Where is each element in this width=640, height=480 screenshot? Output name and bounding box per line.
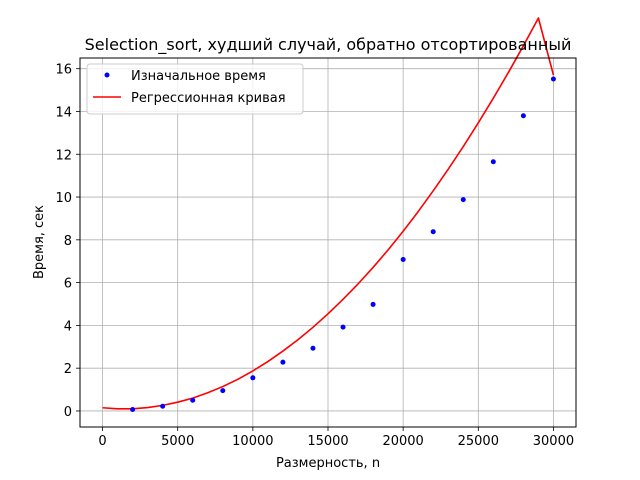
data-point — [310, 345, 316, 351]
y-tick-label: 12 — [55, 148, 72, 163]
data-point — [550, 76, 556, 82]
y-tick-label: 4 — [64, 319, 72, 334]
data-point — [400, 257, 406, 263]
legend-label-line: Регрессионная кривая — [131, 91, 286, 106]
legend-box — [86, 63, 304, 115]
data-point — [220, 388, 226, 394]
plot-series — [102, 17, 556, 412]
axis-ticks: 0 5000 10000 15000 20000 25000 30000 0 2 4 6 8 10 12 1… — [55, 63, 574, 449]
data-point — [160, 403, 166, 409]
y-tick-label: 2 — [64, 362, 72, 377]
x-tick-label: 30000 — [533, 434, 574, 449]
x-tick-label: 0 — [98, 434, 106, 449]
data-point — [490, 159, 496, 165]
data-point — [250, 375, 256, 381]
y-tick-label: 6 — [64, 277, 72, 292]
x-axis-label: Размерность, n — [276, 456, 380, 471]
legend-label-points: Изначальное время — [131, 69, 266, 84]
chart-title: Selection_sort, худший случай, обратно о… — [85, 35, 572, 55]
x-tick-label: 25000 — [458, 434, 499, 449]
data-point — [430, 229, 436, 235]
y-tick-label: 8 — [64, 234, 72, 249]
x-tick-label: 10000 — [232, 434, 273, 449]
legend-marker-points — [104, 72, 110, 78]
y-tick-label: 0 — [64, 405, 72, 420]
data-point — [130, 406, 136, 412]
data-point — [520, 113, 526, 119]
data-point — [460, 197, 466, 203]
y-tick-label: 16 — [55, 63, 72, 78]
grid — [80, 58, 576, 427]
y-tick-label: 14 — [55, 105, 72, 120]
data-point — [340, 324, 346, 330]
y-tick-label: 10 — [55, 191, 72, 206]
data-point — [280, 359, 286, 365]
data-point — [190, 397, 196, 403]
x-tick-label: 5000 — [161, 434, 194, 449]
legend: Изначальное время Регрессионная кривая — [86, 63, 304, 115]
x-tick-label: 15000 — [307, 434, 348, 449]
data-point — [370, 301, 376, 307]
y-axis-label: Время, сек — [32, 205, 47, 279]
regression-curve — [102, 17, 555, 410]
x-tick-label: 20000 — [382, 434, 423, 449]
